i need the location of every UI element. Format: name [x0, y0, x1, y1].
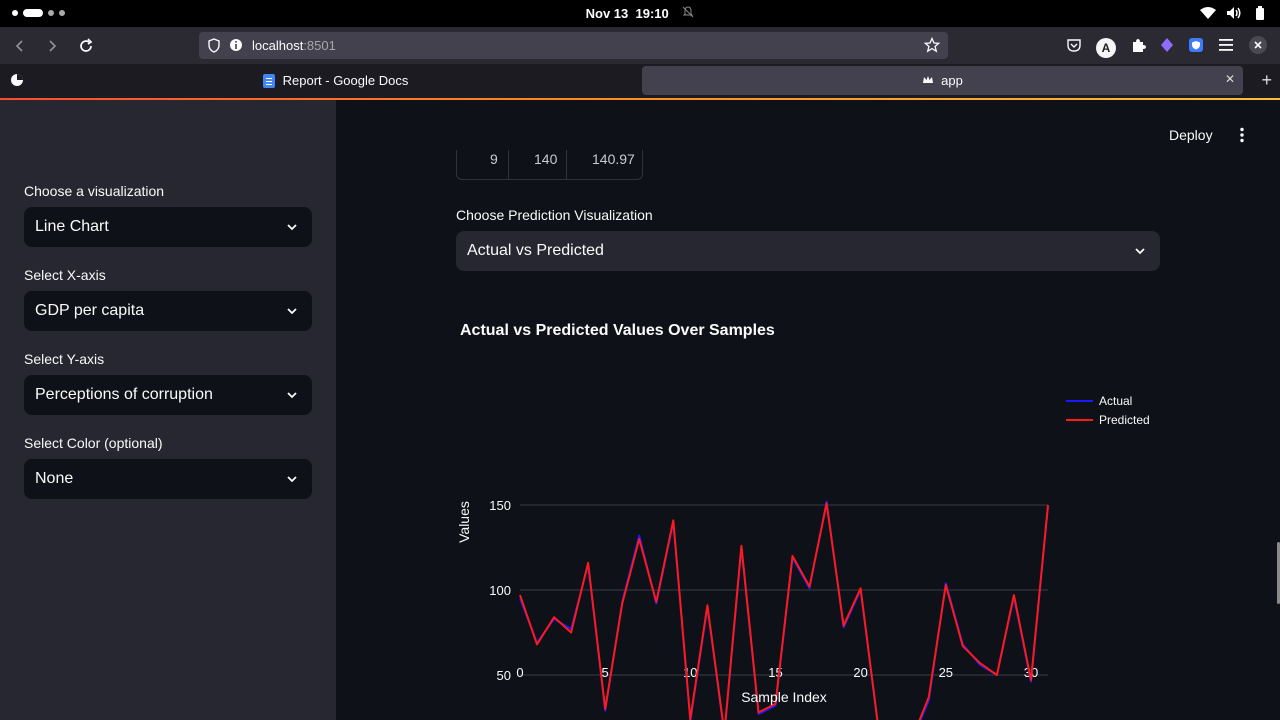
- y-tick-label: 50: [497, 668, 511, 683]
- y-axis-select[interactable]: Perceptions of corruption: [24, 375, 312, 415]
- series-line-actual: [519, 500, 1049, 720]
- deploy-button[interactable]: Deploy: [1169, 127, 1213, 143]
- tab-label: Report - Google Docs: [282, 73, 409, 88]
- chevron-down-icon: [287, 308, 297, 315]
- address-bar[interactable]: localhost:8501: [199, 32, 948, 59]
- tracking-shield-icon[interactable]: [207, 38, 221, 58]
- series-line-predicted: [519, 502, 1049, 720]
- account-avatar[interactable]: A: [1096, 37, 1116, 58]
- legend-label-predicted: Predicted: [1099, 413, 1150, 427]
- back-arrow-icon: [15, 40, 23, 52]
- chevron-down-icon: [287, 392, 297, 399]
- extension-crystal-icon[interactable]: [1160, 37, 1174, 58]
- streamlit-crown-icon: [922, 73, 934, 88]
- prediction-visualization-label: Choose Prediction Visualization: [456, 207, 653, 223]
- workspace-dot: [48, 10, 54, 16]
- visualization-select[interactable]: Line Chart: [24, 207, 312, 247]
- main-menu-button[interactable]: [1238, 127, 1246, 148]
- main-content: Deploy 9 140 140.97 Choose Prediction Vi…: [336, 100, 1280, 720]
- kebab-menu-icon: [1240, 127, 1244, 143]
- reload-button[interactable]: [75, 35, 97, 57]
- x-axis-title: Sample Index: [741, 689, 827, 705]
- select-value: GDP per capita: [35, 302, 145, 319]
- google-docs-icon: [262, 73, 275, 88]
- new-tab-button[interactable]: +: [1261, 70, 1272, 90]
- forward-button[interactable]: [41, 35, 63, 57]
- pocket-icon[interactable]: [1066, 37, 1082, 58]
- select-value: Line Chart: [35, 218, 109, 235]
- tab-close-icon[interactable]: ✕: [1224, 72, 1235, 86]
- back-button[interactable]: [9, 35, 31, 57]
- visualization-label: Choose a visualization: [24, 183, 165, 199]
- system-clock[interactable]: Nov 13 19:10: [0, 6, 1280, 21]
- tab-app[interactable]: app ✕: [642, 66, 1243, 95]
- x-axis-label: Select X-axis: [24, 267, 106, 283]
- chevron-down-icon: [287, 476, 297, 483]
- chevron-down-icon: [287, 224, 297, 231]
- chevron-down-icon: [1135, 248, 1145, 255]
- extension-shield-icon[interactable]: [1188, 37, 1204, 58]
- forward-arrow-icon: [49, 40, 57, 52]
- clock-time: 19:10: [635, 6, 669, 21]
- menu-hamburger-icon[interactable]: [1218, 38, 1234, 57]
- dataframe-fragment[interactable]: 9 140 140.97: [456, 150, 643, 180]
- x-tick-label: 0: [516, 665, 523, 680]
- tab-label: app: [941, 73, 963, 88]
- volume-icon: [1226, 6, 1242, 20]
- window-close-button[interactable]: [1248, 35, 1268, 60]
- x-tick-label: 5: [602, 665, 609, 680]
- y-tick-label: 150: [489, 498, 511, 513]
- table-cell: 9: [490, 151, 498, 167]
- clock-date: Nov 13: [585, 6, 629, 21]
- activities-indicator[interactable]: [12, 9, 65, 17]
- color-label: Select Color (optional): [24, 435, 163, 451]
- streamlit-app: Choose a visualization Line Chart Select…: [0, 100, 1280, 720]
- workspace-active-pill: [23, 9, 43, 17]
- url-host: localhost: [252, 38, 304, 53]
- table-cell: 140.97: [592, 151, 635, 167]
- y-tick-label: 100: [489, 583, 511, 598]
- y-axis-label: Select Y-axis: [24, 351, 105, 367]
- x-axis-select[interactable]: GDP per capita: [24, 291, 312, 331]
- workspace-dot: [12, 10, 18, 16]
- table-divider: [508, 150, 509, 179]
- prediction-visualization-select[interactable]: Actual vs Predicted: [456, 231, 1160, 271]
- site-info-icon[interactable]: [229, 38, 243, 58]
- wifi-icon: [1200, 6, 1216, 20]
- x-tick-label: 25: [939, 665, 953, 680]
- browser-toolbar: localhost:8501 A: [0, 27, 1280, 64]
- page-scrollbar[interactable]: [1277, 542, 1280, 604]
- bookmark-star-icon[interactable]: [923, 36, 941, 58]
- table-cell: 140: [534, 151, 558, 167]
- select-value: Perceptions of corruption: [35, 386, 213, 403]
- system-tray[interactable]: [1200, 6, 1268, 20]
- workspace-dot: [59, 10, 65, 16]
- select-value: None: [35, 470, 74, 487]
- tab-strip: Report - Google Docs app ✕ +: [0, 64, 1280, 100]
- color-select[interactable]: None: [24, 459, 312, 499]
- system-top-bar: Nov 13 19:10: [0, 0, 1280, 27]
- table-divider: [566, 150, 567, 179]
- legend-label-actual: Actual: [1099, 394, 1132, 408]
- tab-google-docs[interactable]: Report - Google Docs: [33, 66, 638, 95]
- battery-icon: [1252, 6, 1268, 20]
- extensions-puzzle-icon[interactable]: [1130, 37, 1146, 58]
- select-value: Actual vs Predicted: [467, 242, 604, 259]
- tab-strip-accent-line: [0, 98, 1280, 100]
- y-axis-title: Values: [456, 501, 472, 543]
- url-port: :8501: [303, 38, 336, 53]
- bell-muted-icon: [682, 6, 694, 21]
- firefox-view-icon[interactable]: [10, 73, 24, 92]
- sidebar: Choose a visualization Line Chart Select…: [0, 100, 336, 720]
- reload-icon: [80, 38, 93, 52]
- x-tick-label: 20: [853, 665, 867, 680]
- chart-title: Actual vs Predicted Values Over Samples: [460, 322, 775, 339]
